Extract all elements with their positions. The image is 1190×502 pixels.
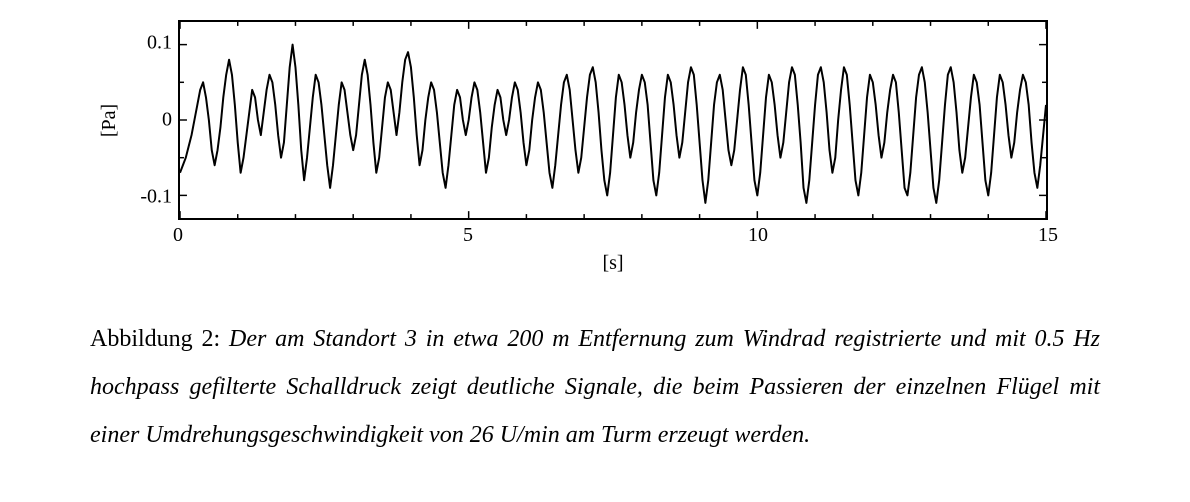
x-axis-label: [s] bbox=[178, 250, 1048, 285]
figure: [Pa] -0.100.1 051015 [s] bbox=[0, 0, 1190, 295]
caption-body: Der am Standort 3 in etwa 200 m Entfernu… bbox=[90, 326, 1100, 448]
x-tick-label: 0 bbox=[173, 224, 183, 247]
waveform-svg bbox=[180, 22, 1046, 218]
chart-row: [Pa] -0.1 0 0.1 bbox=[90, 20, 1100, 220]
plot-area bbox=[178, 20, 1048, 220]
caption-label: Abbildung 2: bbox=[90, 326, 229, 352]
y-tick-label: 0.1 bbox=[147, 32, 172, 55]
y-tick-label: -0.1 bbox=[140, 185, 172, 208]
figure-caption: Abbildung 2: Der am Standort 3 in etwa 2… bbox=[0, 295, 1190, 499]
y-axis-label-container: [Pa] bbox=[90, 20, 130, 220]
y-axis-label: [Pa] bbox=[98, 103, 121, 136]
y-tick-label: 0 bbox=[162, 109, 172, 132]
waveform-line bbox=[180, 45, 1046, 203]
x-tick-label: 10 bbox=[748, 224, 768, 247]
x-tick-labels: 051015 bbox=[178, 220, 1048, 250]
x-tick-label: 5 bbox=[463, 224, 473, 247]
x-tick-label: 15 bbox=[1038, 224, 1058, 247]
y-tick-labels: -0.1 0 0.1 bbox=[130, 20, 178, 220]
